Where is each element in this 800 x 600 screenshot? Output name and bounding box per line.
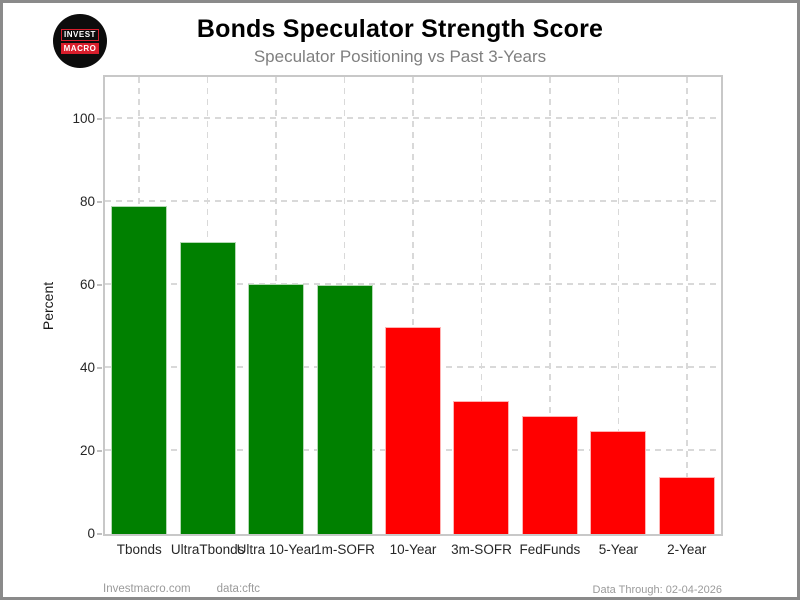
- bar-fedfunds: [521, 415, 578, 534]
- chart-subtitle: Speculator Positioning vs Past 3-Years: [253, 47, 547, 66]
- y-tick-label: 0: [87, 526, 95, 541]
- y-axis-title: Percent: [40, 281, 56, 331]
- x-tick-label: 2-Year: [667, 542, 707, 557]
- bar-ultratbonds: [179, 241, 236, 534]
- y-tick-mark: [97, 533, 102, 535]
- v-gridline: [617, 77, 620, 534]
- logo-invest-text: INVEST: [61, 28, 99, 41]
- y-tick-label: 40: [79, 359, 95, 375]
- y-tick-label: 100: [72, 110, 95, 126]
- bar-10-year: [385, 326, 441, 534]
- bar-1m-sofr: [316, 284, 373, 534]
- logo-macro-text: MACRO: [60, 42, 100, 54]
- plot-area: [103, 75, 723, 536]
- x-tick-label: 10-Year: [389, 542, 437, 557]
- footer-left: Investmacro.com data:cftc: [103, 583, 260, 595]
- bar-5-year: [590, 431, 647, 534]
- v-gridline: [686, 77, 688, 534]
- y-tick-mark: [97, 200, 102, 203]
- bar-3m-sofr: [453, 401, 510, 534]
- y-tick-mark: [97, 283, 102, 286]
- footer-data-source: data:cftc: [216, 583, 261, 595]
- bar-2-year: [658, 476, 715, 534]
- x-tick-label: 1m-SOFR: [314, 542, 375, 557]
- investmacro-logo: INVEST MACRO: [53, 14, 107, 68]
- v-gridline: [412, 77, 414, 534]
- chart-title: Bonds Speculator Strength Score: [196, 15, 604, 43]
- bar-ultra-10-year: [248, 283, 305, 534]
- footer-data-through: Data Through: 02-04-2026: [592, 584, 722, 596]
- y-tick-label: 80: [79, 193, 95, 209]
- y-tick-mark: [97, 366, 102, 369]
- bar-tbonds: [111, 205, 168, 534]
- x-tick-label: UltraTbonds: [170, 542, 245, 557]
- footer-site: Investmacro.com: [103, 583, 191, 595]
- x-tick-label: Ultra 10-Year: [236, 542, 316, 557]
- y-tick-mark: [97, 117, 102, 120]
- x-tick-label: FedFunds: [519, 542, 581, 557]
- y-tick-mark: [97, 449, 102, 452]
- x-tick-label: Tbonds: [116, 542, 162, 557]
- v-gridline: [480, 77, 483, 534]
- x-tick-label: 5-Year: [598, 542, 638, 557]
- v-gridline: [549, 77, 551, 534]
- x-tick-label: 3m-SOFR: [451, 542, 512, 557]
- y-tick-label: 20: [79, 442, 95, 458]
